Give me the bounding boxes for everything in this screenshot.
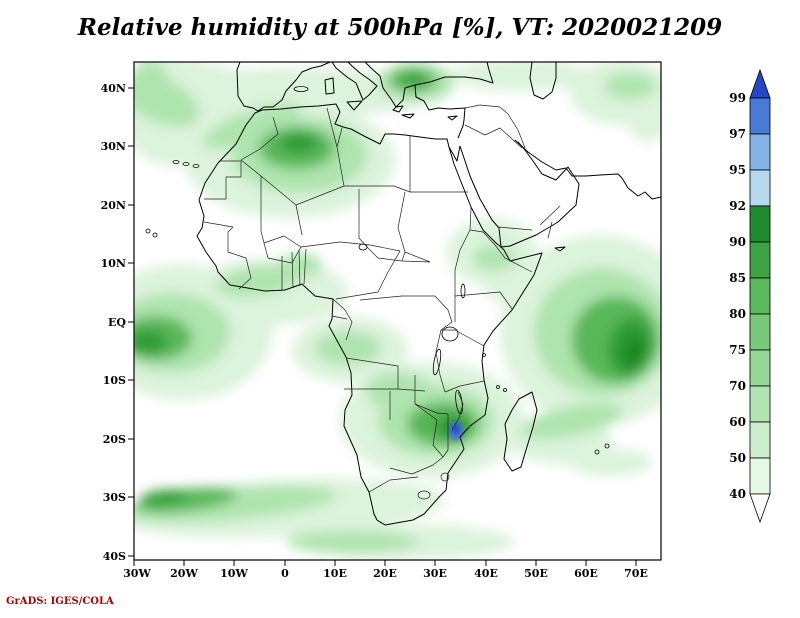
y-axis-labels: 40N 30N 20N 10N EQ 10S 20S 30S 40S (101, 82, 127, 563)
colorbar-label: 80 (729, 307, 746, 321)
plot-frame (133, 61, 662, 561)
colorbar-label: 50 (729, 451, 746, 465)
colorbar-cell (749, 385, 771, 423)
page-title: Relative humidity at 500hPa [%], VT: 202… (77, 14, 723, 41)
colorbar-label: 75 (729, 343, 746, 357)
x-tick-label: 60E (574, 567, 598, 580)
x-tick-label: 50E (524, 567, 548, 580)
y-tick-label: 20S (103, 433, 126, 446)
x-tick-label: 0 (281, 567, 289, 580)
x-tick-label: 70E (624, 567, 648, 580)
colorbar-label: 97 (729, 127, 746, 141)
colorbar-cell (749, 277, 771, 315)
colorbar: 99 97 95 92 90 85 80 75 70 60 50 40 (729, 68, 771, 524)
colorbar-cell (749, 205, 771, 243)
y-tick-label: 40S (103, 550, 126, 563)
high-humidity-blue-spot (449, 421, 463, 441)
y-tick-label: EQ (108, 316, 126, 329)
y-tick-label: 10S (103, 374, 126, 387)
eswatini-border (440, 472, 450, 482)
colorbar-cell (749, 421, 771, 459)
arabia-coast (459, 141, 580, 248)
lesotho-border (417, 490, 431, 500)
small-islands (145, 86, 610, 455)
x-tick-label: 20W (170, 567, 198, 580)
colorbar-label: 90 (729, 235, 746, 249)
axis-tick-marks (128, 87, 637, 566)
colorbar-cell (749, 241, 771, 279)
x-axis-labels: 30W 20W 10W 0 10E 20E 30E 40E 50E 60E 70… (123, 567, 648, 580)
sicily (346, 100, 363, 111)
y-tick-label: 10N (101, 257, 126, 270)
socotra (554, 246, 566, 252)
colorbar-cell (749, 457, 771, 495)
africa-coastline (196, 103, 543, 526)
grads-attribution: GrADS: IGES/COLA (6, 596, 114, 607)
colorbar-cell (749, 133, 771, 171)
x-tick-label: 30W (123, 567, 151, 580)
x-tick-label: 20E (373, 567, 397, 580)
colorbar-cell (749, 313, 771, 351)
sardinia (324, 77, 335, 95)
persian-gulf-north-coast (514, 139, 661, 200)
colorbar-label: 60 (729, 415, 746, 429)
colorbar-arrow-bottom (749, 493, 771, 524)
y-tick-label: 30N (101, 140, 126, 153)
country-borders (203, 104, 561, 500)
x-tick-label: 10W (220, 567, 248, 580)
peloponnese (392, 105, 404, 113)
lake-tanganyika (432, 348, 442, 376)
levant-anatolia-coast (414, 62, 494, 139)
colorbar-label: 40 (729, 487, 746, 501)
x-tick-label: 30E (423, 567, 447, 580)
colorbar-cell (749, 97, 771, 135)
x-tick-label: 40E (474, 567, 498, 580)
greece-balkan-coast (364, 62, 416, 108)
y-tick-label: 30S (103, 491, 126, 504)
x-tick-label: 10E (323, 567, 347, 580)
colorbar-label: 99 (729, 91, 746, 105)
humidity-field (134, 62, 661, 560)
colorbar-label: 85 (729, 271, 746, 285)
y-tick-label: 20N (101, 199, 126, 212)
colorbar-label: 95 (729, 163, 746, 177)
y-tick-label: 40N (101, 82, 126, 95)
colorbar-arrow-top (749, 68, 771, 99)
colorbar-cell (749, 169, 771, 207)
madagascar-coastline (503, 391, 538, 472)
colorbar-cell (749, 349, 771, 387)
coastlines (196, 62, 661, 526)
crete (401, 113, 415, 119)
iberia-coast (236, 62, 331, 112)
lake-victoria (441, 326, 459, 342)
colorbar-label: 70 (729, 379, 746, 393)
lakes (358, 243, 466, 415)
lake-turkana (460, 283, 466, 299)
colorbar-label: 92 (729, 199, 746, 213)
cyprus (447, 115, 458, 121)
sinai-coastline (448, 145, 461, 162)
caspian-sea (529, 62, 557, 100)
italy-coast (331, 62, 378, 101)
